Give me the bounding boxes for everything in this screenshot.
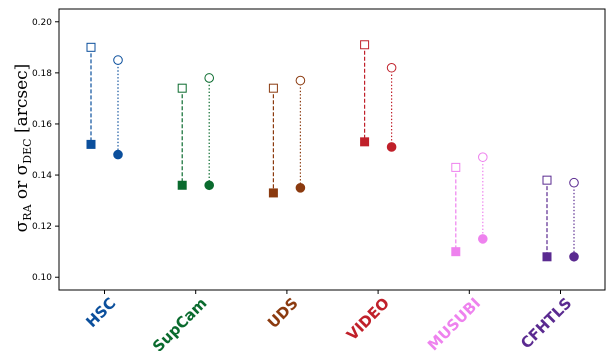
ylabel-or: or bbox=[12, 175, 32, 204]
y-tick-label: 0.18 bbox=[32, 69, 52, 79]
ra-open-marker bbox=[542, 175, 552, 185]
plot-frame bbox=[58, 8, 606, 291]
ylabel-unit: [arcsec] bbox=[12, 64, 32, 139]
ra-filled-marker bbox=[268, 188, 278, 198]
ra-filled-marker bbox=[177, 180, 187, 190]
dec-open-marker bbox=[478, 152, 488, 162]
y-tick-label: 0.16 bbox=[32, 120, 52, 130]
ra-open-marker bbox=[177, 83, 187, 93]
x-axis: HSC SupCam UDS VIDEO MUSUBI CFHTLS bbox=[82, 290, 575, 351]
category-label: CFHTLS bbox=[517, 294, 575, 351]
chart-marks bbox=[86, 40, 579, 262]
ra-filled-marker bbox=[360, 137, 370, 147]
dec-open-marker bbox=[204, 73, 214, 83]
dec-open-marker bbox=[113, 55, 123, 65]
ylabel-sigma-ra: σ bbox=[12, 220, 32, 232]
y-tick-label: 0.12 bbox=[32, 222, 52, 232]
category-label: SupCam bbox=[149, 294, 211, 351]
ra-filled-marker bbox=[451, 247, 461, 257]
y-tick-label: 0.14 bbox=[32, 171, 52, 181]
ra-filled-marker bbox=[86, 139, 96, 149]
dec-open-marker bbox=[386, 62, 397, 73]
ra-open-marker bbox=[451, 162, 461, 172]
ra-filled-marker bbox=[542, 252, 552, 262]
dec-open-marker bbox=[569, 177, 579, 188]
ylabel-sub-ra: RA bbox=[21, 203, 34, 220]
dec-filled-marker bbox=[113, 149, 123, 160]
dec-filled-marker bbox=[295, 183, 306, 193]
ylabel-sigma-dec: σ bbox=[12, 163, 32, 175]
y-tick-label: 0.10 bbox=[32, 273, 52, 283]
ra-open-marker bbox=[268, 83, 278, 93]
ylabel-sub-dec: DEC bbox=[21, 138, 34, 163]
y-axis-title: σRA or σDEC [arcsec] bbox=[12, 64, 34, 233]
ra-open-marker bbox=[360, 40, 370, 50]
dec-filled-marker bbox=[204, 180, 214, 191]
category-label: HSC bbox=[82, 294, 119, 331]
dec-filled-marker bbox=[478, 234, 488, 244]
dec-filled-marker bbox=[569, 251, 579, 262]
y-axis: 0.10 0.12 0.14 0.16 0.18 0.20 bbox=[32, 18, 59, 283]
y-tick-label: 0.20 bbox=[32, 18, 52, 28]
dec-open-marker bbox=[295, 75, 306, 86]
category-label: VIDEO bbox=[343, 294, 393, 344]
dec-filled-marker bbox=[386, 142, 397, 152]
ra-open-marker bbox=[86, 42, 96, 52]
category-label: UDS bbox=[264, 294, 302, 332]
category-label: MUSUBI bbox=[424, 294, 484, 351]
